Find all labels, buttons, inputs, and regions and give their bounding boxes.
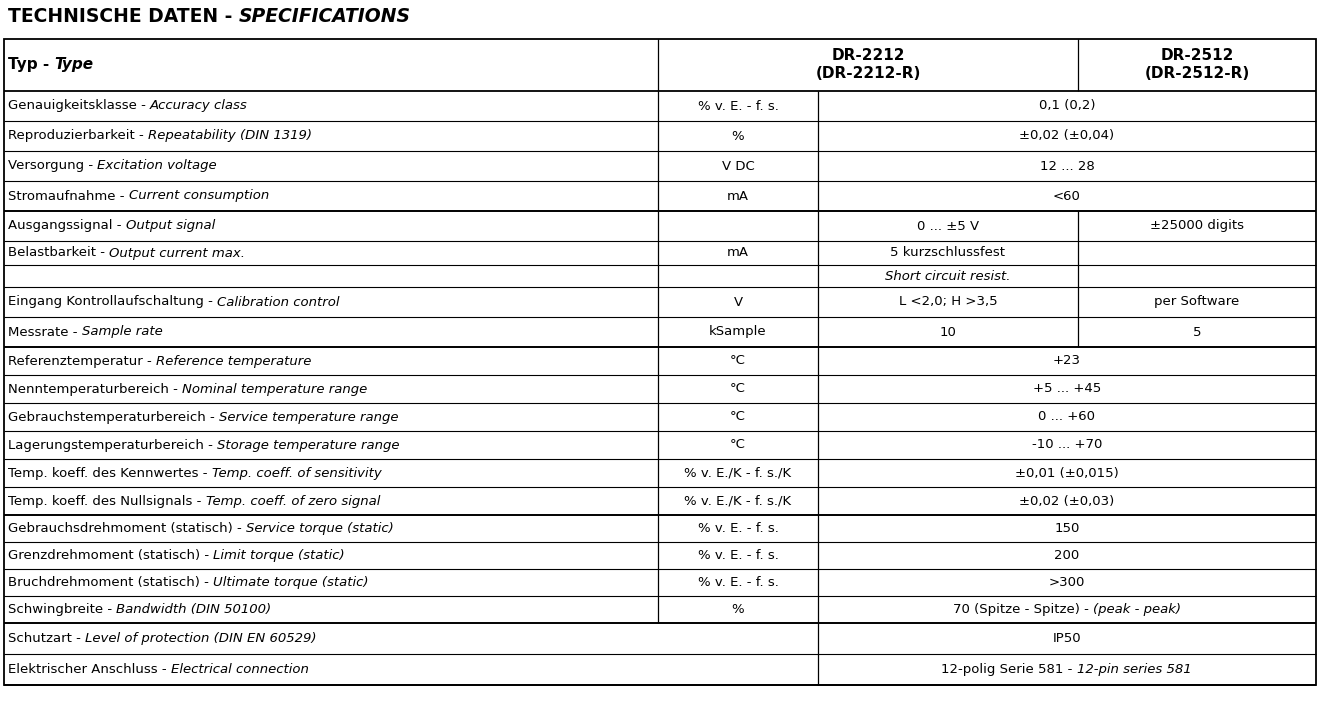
Text: Messrate -: Messrate -	[8, 325, 82, 339]
Text: Elektrischer Anschluss -: Elektrischer Anschluss -	[8, 663, 170, 676]
Text: Level of protection (DIN EN 60529): Level of protection (DIN EN 60529)	[84, 632, 317, 645]
Text: ±0,02 (±0,03): ±0,02 (±0,03)	[1019, 494, 1114, 508]
Text: °C: °C	[730, 411, 746, 423]
Text: V DC: V DC	[722, 160, 754, 173]
Text: +23: +23	[1053, 354, 1081, 368]
Text: ±0,01 (±0,015): ±0,01 (±0,015)	[1015, 467, 1119, 479]
Text: ±25000 digits: ±25000 digits	[1150, 219, 1243, 233]
Text: IP50: IP50	[1052, 632, 1081, 645]
Text: Grenzdrehmoment (statisch) -: Grenzdrehmoment (statisch) -	[8, 549, 214, 562]
Text: Service torque (static): Service torque (static)	[246, 522, 393, 535]
Text: Nenntemperaturbereich -: Nenntemperaturbereich -	[8, 382, 182, 395]
Text: ±0,02 (±0,04): ±0,02 (±0,04)	[1019, 129, 1114, 143]
Text: 0,1 (0,2): 0,1 (0,2)	[1039, 100, 1096, 112]
Text: Belastbarkeit -: Belastbarkeit -	[8, 247, 110, 259]
Text: % v. E. - f. s.: % v. E. - f. s.	[697, 549, 779, 562]
Text: SPECIFICATIONS: SPECIFICATIONS	[239, 8, 411, 26]
Text: Short circuit resist.: Short circuit resist.	[886, 269, 1011, 283]
Text: Schutzart -: Schutzart -	[8, 632, 84, 645]
Text: Temp. coeff. of sensitivity: Temp. coeff. of sensitivity	[211, 467, 381, 479]
Text: per Software: per Software	[1155, 296, 1239, 308]
Text: (peak - peak): (peak - peak)	[1093, 603, 1180, 616]
Text: 0 ... +60: 0 ... +60	[1039, 411, 1096, 423]
Text: Repeatability (DIN 1319): Repeatability (DIN 1319)	[148, 129, 312, 143]
Text: Reproduzierbarkeit -: Reproduzierbarkeit -	[8, 129, 148, 143]
Text: %: %	[731, 603, 744, 616]
Text: V: V	[734, 296, 743, 308]
Text: mA: mA	[727, 189, 748, 202]
Text: % v. E./K - f. s./K: % v. E./K - f. s./K	[685, 494, 792, 508]
Text: -10 ... +70: -10 ... +70	[1032, 438, 1102, 452]
Text: mA: mA	[727, 247, 748, 259]
Text: Accuracy class: Accuracy class	[150, 100, 248, 112]
Text: 200: 200	[1055, 549, 1080, 562]
Text: +5 ... +45: +5 ... +45	[1032, 382, 1101, 395]
Text: Temp. koeff. des Nullsignals -: Temp. koeff. des Nullsignals -	[8, 494, 206, 508]
Text: Limit torque (static): Limit torque (static)	[214, 549, 345, 562]
Text: DR-2512: DR-2512	[1160, 47, 1234, 62]
Text: Lagerungstemperaturbereich -: Lagerungstemperaturbereich -	[8, 438, 216, 452]
Text: >300: >300	[1049, 576, 1085, 589]
Text: % v. E. - f. s.: % v. E. - f. s.	[697, 522, 779, 535]
Text: TECHNISCHE DATEN -: TECHNISCHE DATEN -	[8, 8, 239, 26]
Text: DR-2212: DR-2212	[832, 47, 904, 62]
Text: Type: Type	[54, 57, 94, 73]
Text: Sample rate: Sample rate	[82, 325, 162, 339]
Text: Bruchdrehmoment (statisch) -: Bruchdrehmoment (statisch) -	[8, 576, 213, 589]
Text: <60: <60	[1053, 189, 1081, 202]
Text: Referenztemperatur -: Referenztemperatur -	[8, 354, 156, 368]
Text: Gebrauchstemperaturbereich -: Gebrauchstemperaturbereich -	[8, 411, 219, 423]
Text: Ultimate torque (static): Ultimate torque (static)	[213, 576, 368, 589]
Text: Temp. koeff. des Kennwertes -: Temp. koeff. des Kennwertes -	[8, 467, 211, 479]
Text: %: %	[731, 129, 744, 143]
Text: % v. E./K - f. s./K: % v. E./K - f. s./K	[685, 467, 792, 479]
Text: 10: 10	[940, 325, 957, 339]
Text: Storage temperature range: Storage temperature range	[216, 438, 400, 452]
Text: 12-pin series 581: 12-pin series 581	[1077, 663, 1192, 676]
Text: Typ -: Typ -	[8, 57, 54, 73]
Text: 5 kurzschlussfest: 5 kurzschlussfest	[891, 247, 1006, 259]
Text: Current consumption: Current consumption	[129, 189, 269, 202]
Text: L <2,0; H >3,5: L <2,0; H >3,5	[899, 296, 998, 308]
Text: °C: °C	[730, 382, 746, 395]
Text: Excitation voltage: Excitation voltage	[98, 160, 216, 173]
Text: Reference temperature: Reference temperature	[156, 354, 312, 368]
Text: 0 ... ±5 V: 0 ... ±5 V	[917, 219, 979, 233]
Text: Ausgangssignal -: Ausgangssignal -	[8, 219, 125, 233]
Text: (DR-2212-R): (DR-2212-R)	[816, 66, 920, 81]
Text: Eingang Kontrollaufschaltung -: Eingang Kontrollaufschaltung -	[8, 296, 216, 308]
Text: Versorgung -: Versorgung -	[8, 160, 98, 173]
Text: Bandwidth (DIN 50100): Bandwidth (DIN 50100)	[116, 603, 272, 616]
Text: Genauigkeitsklasse -: Genauigkeitsklasse -	[8, 100, 150, 112]
Text: 12 ... 28: 12 ... 28	[1040, 160, 1094, 173]
Text: Output current max.: Output current max.	[110, 247, 246, 259]
Text: °C: °C	[730, 438, 746, 452]
Text: Nominal temperature range: Nominal temperature range	[182, 382, 367, 395]
Text: Electrical connection: Electrical connection	[170, 663, 309, 676]
Text: 12-polig Serie 581 -: 12-polig Serie 581 -	[941, 663, 1077, 676]
Text: Output signal: Output signal	[125, 219, 215, 233]
Text: Stromaufnahme -: Stromaufnahme -	[8, 189, 129, 202]
Text: 70 (Spitze - Spitze) -: 70 (Spitze - Spitze) -	[953, 603, 1093, 616]
Text: Service temperature range: Service temperature range	[219, 411, 399, 423]
Text: °C: °C	[730, 354, 746, 368]
Text: Schwingbreite -: Schwingbreite -	[8, 603, 116, 616]
Text: 150: 150	[1055, 522, 1080, 535]
Text: kSample: kSample	[709, 325, 767, 339]
Text: Calibration control: Calibration control	[216, 296, 339, 308]
Text: % v. E. - f. s.: % v. E. - f. s.	[697, 576, 779, 589]
Text: 5: 5	[1193, 325, 1201, 339]
Text: Gebrauchsdrehmoment (statisch) -: Gebrauchsdrehmoment (statisch) -	[8, 522, 246, 535]
Text: (DR-2512-R): (DR-2512-R)	[1144, 66, 1250, 81]
Text: Temp. coeff. of zero signal: Temp. coeff. of zero signal	[206, 494, 380, 508]
Text: % v. E. - f. s.: % v. E. - f. s.	[697, 100, 779, 112]
